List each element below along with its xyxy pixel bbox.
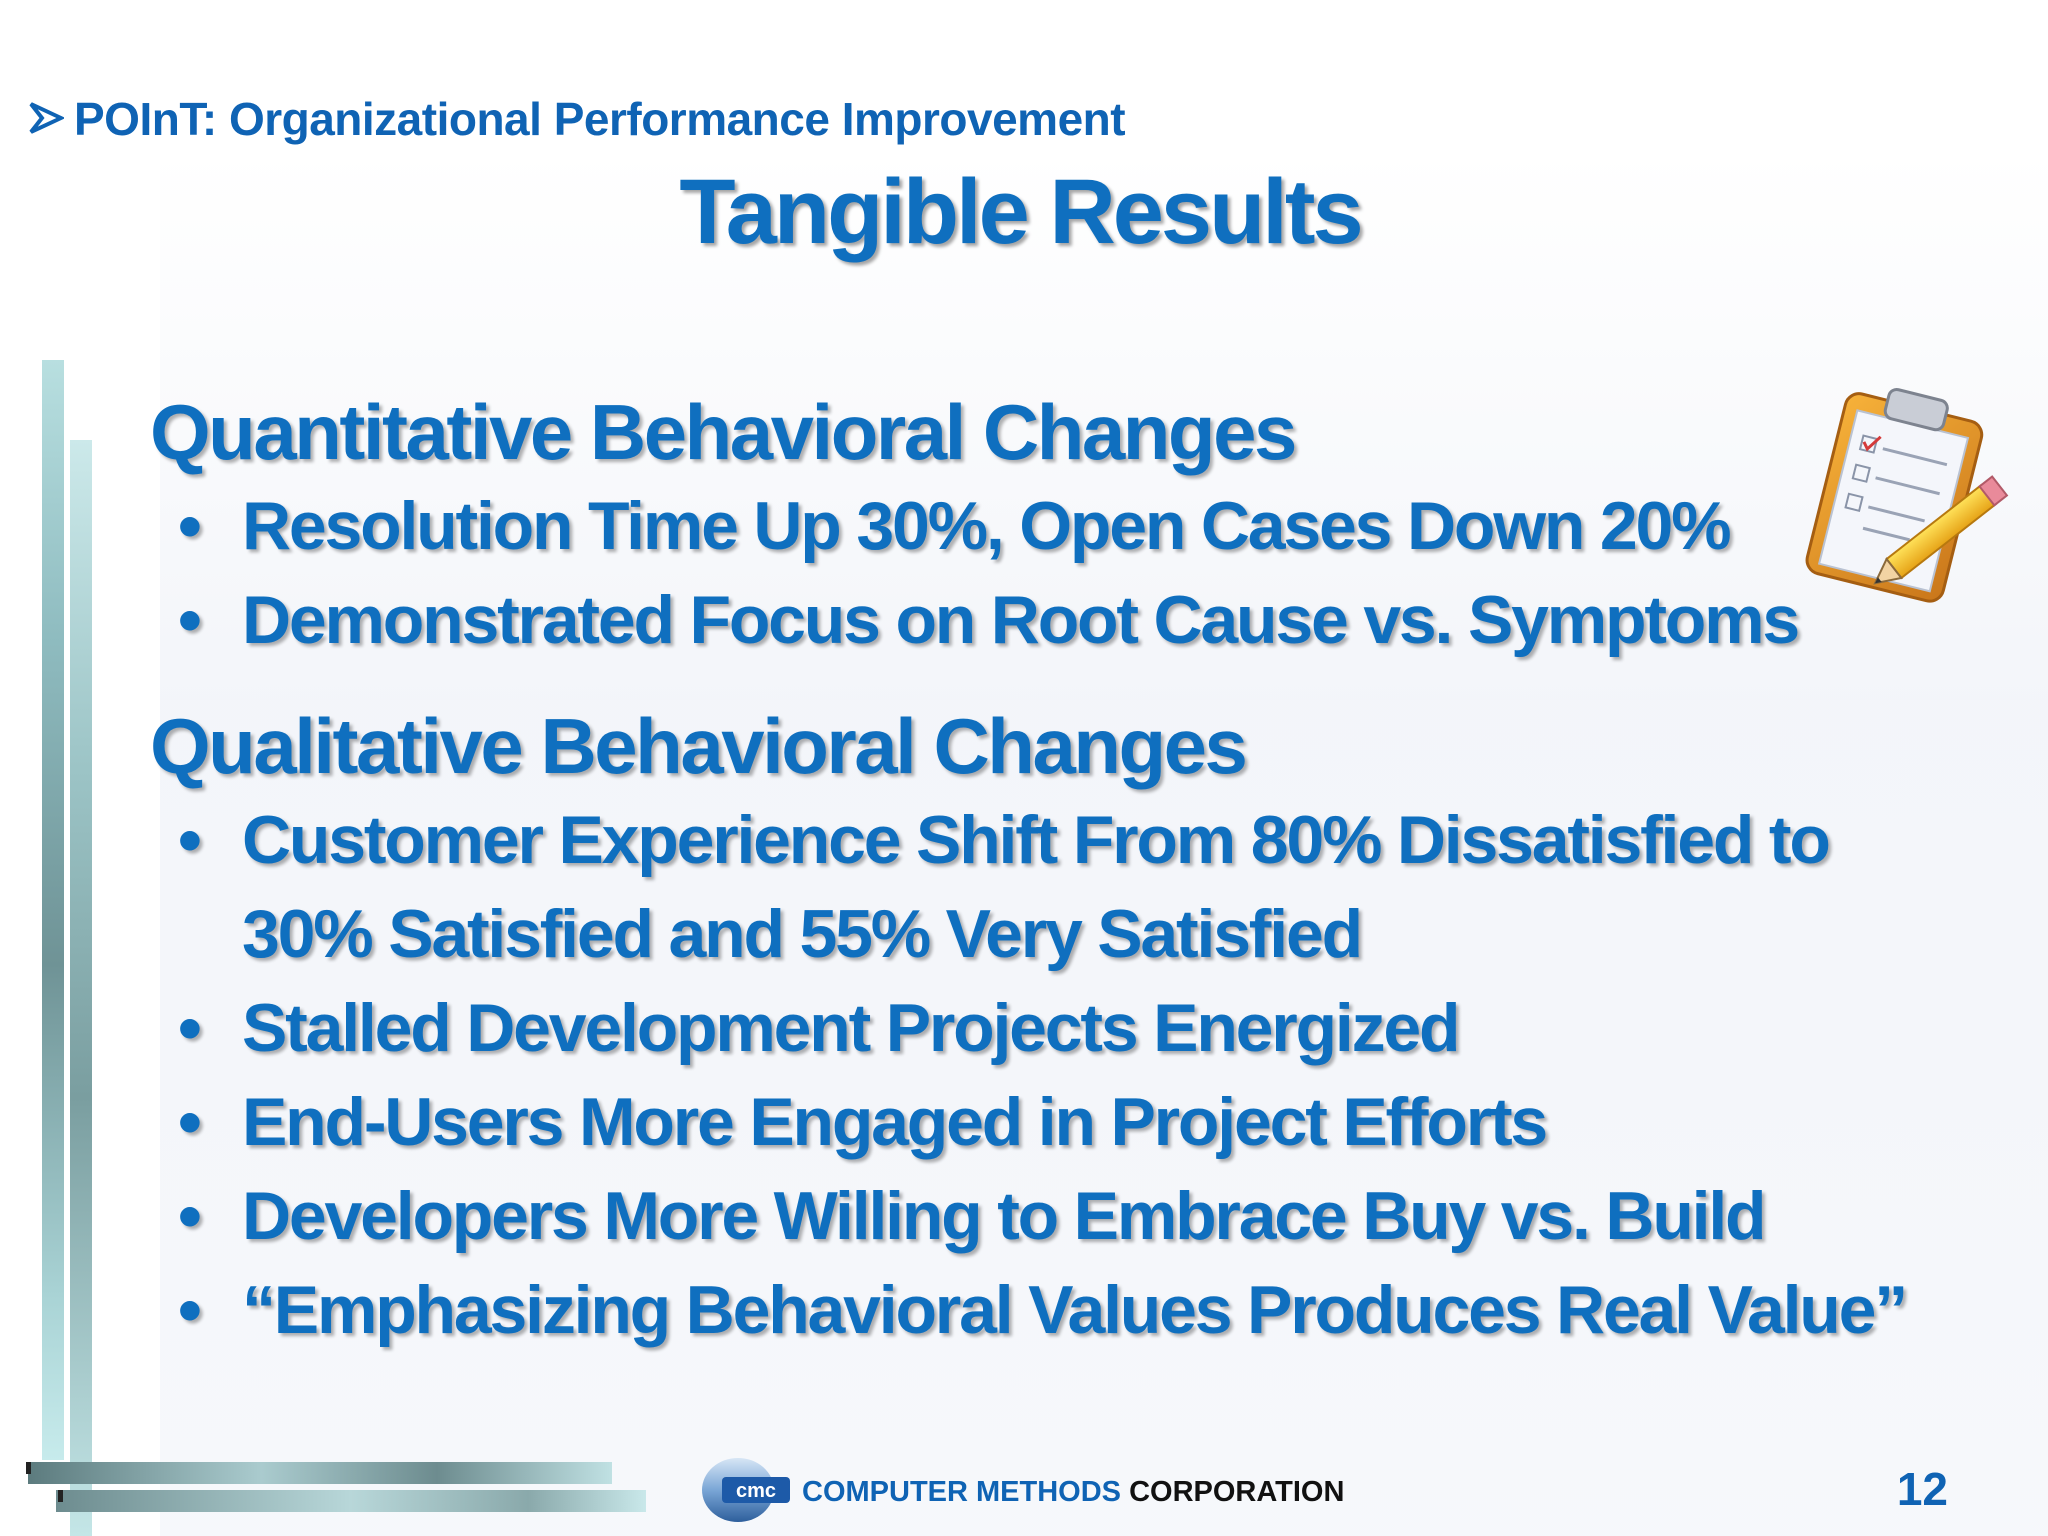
page-number: 12 [1896,1463,1948,1515]
bullet-icon: • [178,1178,202,1254]
list-item-text: Customer Experience Shift From 80% Dissa… [242,802,1831,972]
footer-logo: cmc COMPUTER METHODS CORPORATION [700,1455,1344,1530]
quantitative-list: • Resolution Time Up 30%, Open Cases Down… [150,479,2000,667]
page-title: Tangible Results [679,161,1363,263]
list-item: • “Emphasizing Behavioral Values Produces… [150,1263,2000,1357]
svg-text:cmc: cmc [736,1480,776,1502]
decorative-horizontal-bar [28,1462,612,1484]
list-item-text: Developers More Willing to Embrace Buy v… [242,1178,1767,1254]
list-item: • Developers More Willing to Embrace Buy … [150,1169,2000,1263]
pencil-icon [1873,475,2009,585]
list-item-text: End-Users More Engaged in Project Effort… [242,1084,1548,1160]
decorative-tick [58,1490,63,1502]
list-item: • Demonstrated Focus on Root Cause vs. Sy… [150,573,2000,667]
bullet-icon: • [178,488,202,564]
section-header-text: POInT: Organizational Performance Improv… [74,93,1126,145]
arrow-bullet-icon [28,92,68,146]
qualitative-list: • Customer Experience Shift From 80% Diss… [150,793,2000,1357]
list-item-text: Demonstrated Focus on Root Cause vs. Sym… [242,582,1800,658]
bullet-icon: • [178,990,202,1066]
decorative-tick [26,1462,31,1474]
clipboard-checklist-icon [1770,380,2020,610]
decorative-vertical-bar [70,440,92,1536]
list-item: • Resolution Time Up 30%, Open Cases Down… [150,479,2000,573]
main-content: Quantitative Behavioral Changes • Resolut… [150,385,2000,1357]
list-item: • Stalled Development Projects Energized [150,981,2000,1075]
section-header: POInT: Organizational Performance Improv… [28,92,1126,146]
bullet-icon: • [178,582,202,658]
company-name-black: CORPORATION [1129,1476,1345,1508]
bullet-icon: • [178,1084,202,1160]
list-item-text: “Emphasizing Behavioral Values Produces … [242,1272,1908,1348]
qualitative-heading: Qualitative Behavioral Changes [150,702,1248,790]
slide-background [160,150,2048,1536]
decorative-horizontal-bar [56,1490,646,1512]
list-item: • End-Users More Engaged in Project Effor… [150,1075,2000,1169]
company-name-blue: COMPUTER METHODS [802,1476,1121,1508]
decorative-vertical-bar [42,360,64,1460]
list-item-text: Resolution Time Up 30%, Open Cases Down … [242,488,1732,564]
bullet-icon: • [178,802,202,878]
list-item-text: Stalled Development Projects Energized [242,990,1461,1066]
company-name: COMPUTER METHODS CORPORATION [802,1476,1344,1509]
list-item: • Customer Experience Shift From 80% Diss… [150,793,2000,981]
quantitative-heading: Quantitative Behavioral Changes [150,388,1297,476]
cmc-logo-icon: cmc [700,1455,792,1530]
bullet-icon: • [178,1272,202,1348]
